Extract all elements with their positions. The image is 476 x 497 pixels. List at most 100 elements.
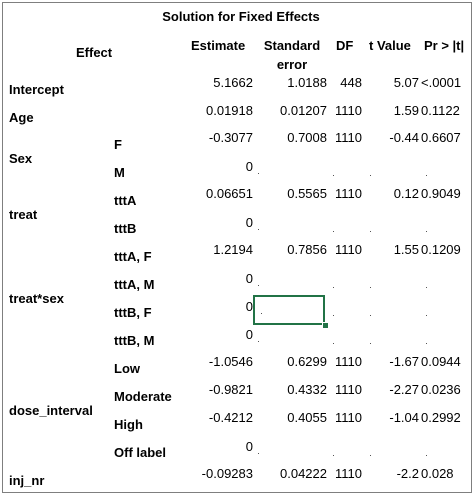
cell-estimate[interactable]: -0.09283 [201, 466, 253, 481]
missing-value-dot [333, 455, 334, 456]
cell-stderr[interactable]: 0.04222 [280, 466, 327, 481]
group-intercept: Intercept [9, 82, 64, 97]
cell-df[interactable]: 1110 [335, 130, 362, 145]
cell-estimate[interactable]: 0 [245, 271, 253, 286]
cell-df[interactable]: 1110 [335, 103, 362, 118]
cell-estimate[interactable]: 0 [245, 439, 253, 454]
cell-tvalue[interactable]: -0.44 [389, 130, 419, 145]
cell-estimate[interactable]: 0 [245, 327, 253, 342]
level-label: M [114, 165, 125, 180]
cell-tvalue[interactable]: -1.67 [389, 354, 419, 369]
cell-stderr[interactable]: 1.0188 [287, 75, 327, 90]
cell-stderr[interactable]: 0.6299 [287, 354, 327, 369]
level-label: Moderate [114, 389, 172, 404]
group-age: Age [9, 110, 34, 125]
cell-p[interactable]: 0.9049 [421, 186, 461, 201]
missing-value-dot [261, 313, 262, 314]
missing-value-dot [333, 231, 334, 232]
cell-df[interactable]: 1110 [335, 382, 362, 397]
cell-stderr[interactable]: 0.7008 [287, 130, 327, 145]
cell-stderr[interactable]: 0.5565 [287, 186, 327, 201]
cell-df[interactable]: 1110 [335, 354, 362, 369]
group-treat: treat [9, 207, 38, 222]
cell-p[interactable]: 0.1209 [421, 242, 461, 257]
cell-estimate[interactable]: 0.06651 [206, 186, 253, 201]
header-tvalue: t Value [369, 38, 411, 53]
missing-value-dot [370, 315, 371, 316]
cell-tvalue[interactable]: 5.07 [393, 75, 419, 90]
level-label: tttB, F [114, 305, 152, 320]
cell-estimate[interactable]: 0.01918 [206, 103, 253, 118]
cell-estimate[interactable]: -0.4212 [208, 410, 253, 425]
level-label: F [114, 137, 122, 152]
level-label: tttB [114, 221, 137, 236]
missing-value-dot [333, 343, 334, 344]
cell-p[interactable]: 0.2992 [421, 410, 461, 425]
cell-tvalue[interactable]: 1.55 [393, 242, 419, 257]
missing-value-dot [258, 341, 259, 342]
selected-cell[interactable] [253, 295, 325, 325]
header-p: Pr > |t| [424, 38, 465, 53]
missing-value-dot [426, 175, 427, 176]
cell-p[interactable]: 0.6607 [421, 130, 461, 145]
cell-p[interactable]: 0.1122 [421, 103, 460, 118]
cell-tvalue[interactable]: 1.59 [393, 103, 419, 118]
cell-tvalue[interactable]: -2.27 [389, 382, 419, 397]
missing-value-dot [370, 343, 371, 344]
cell-p[interactable]: 0.0236 [421, 382, 461, 397]
missing-value-dot [333, 175, 334, 176]
cell-stderr[interactable]: 0.7856 [287, 242, 327, 257]
cell-tvalue[interactable]: 0.12 [393, 186, 419, 201]
missing-value-dot [258, 173, 259, 174]
cell-estimate[interactable]: -1.0546 [208, 354, 253, 369]
cell-df[interactable]: 1110 [335, 242, 362, 257]
group-inj-nr: inj_nr [9, 473, 45, 488]
cell-df[interactable]: 448 [340, 75, 362, 90]
fill-handle[interactable] [322, 322, 329, 329]
spreadsheet-table: Solution for Fixed Effects Effect Estima… [2, 2, 472, 493]
cell-tvalue[interactable]: -1.04 [389, 410, 419, 425]
cell-stderr[interactable]: 0.01207 [280, 103, 327, 118]
missing-value-dot [258, 453, 259, 454]
missing-value-dot [258, 229, 259, 230]
cell-estimate[interactable]: 0 [245, 299, 253, 314]
missing-value-dot [370, 455, 371, 456]
cell-estimate[interactable]: 0 [245, 159, 253, 174]
missing-value-dot [370, 287, 371, 288]
level-label: tttA, F [114, 249, 152, 264]
missing-value-dot [333, 315, 334, 316]
cell-stderr[interactable]: 0.4332 [287, 382, 327, 397]
cell-p[interactable]: 0.028 [421, 466, 454, 481]
cell-df[interactable]: 1110 [335, 466, 362, 481]
group-sex: Sex [9, 151, 33, 166]
header-estimate: Estimate [191, 38, 246, 53]
cell-stderr[interactable]: 0.4055 [287, 410, 327, 425]
cell-df[interactable]: 1110 [335, 410, 362, 425]
missing-value-dot [426, 287, 427, 288]
missing-value-dot [426, 315, 427, 316]
missing-value-dot [370, 175, 371, 176]
cell-estimate[interactable]: 5.1662 [213, 75, 253, 90]
cell-df[interactable]: 1110 [335, 186, 362, 201]
table-title: Solution for Fixed Effects [162, 9, 320, 24]
cell-p[interactable]: <.0001 [421, 75, 462, 90]
level-label: High [114, 417, 143, 432]
cell-estimate[interactable]: 1.2194 [213, 242, 253, 257]
header-df: DF [336, 38, 354, 53]
missing-value-dot [258, 285, 259, 286]
cell-p[interactable]: 0.0944 [421, 354, 461, 369]
level-label: tttA, M [114, 277, 155, 292]
level-label: tttA [114, 193, 137, 208]
missing-value-dot [370, 231, 371, 232]
cell-tvalue[interactable]: -2.2 [396, 466, 419, 481]
missing-value-dot [333, 287, 334, 288]
missing-value-dot [426, 343, 427, 344]
cell-estimate[interactable]: -0.3077 [208, 130, 253, 145]
missing-value-dot [426, 455, 427, 456]
cell-estimate[interactable]: 0 [245, 215, 253, 230]
level-label: Low [114, 361, 140, 376]
level-label: Off label [114, 445, 167, 460]
cell-estimate[interactable]: -0.9821 [208, 382, 253, 397]
header-effect: Effect [76, 45, 113, 60]
missing-value-dot [426, 231, 427, 232]
